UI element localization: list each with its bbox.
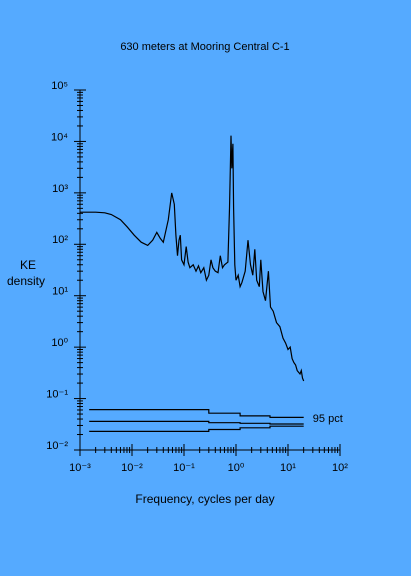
y-tick-label: 10²: [52, 234, 68, 246]
line: [89, 420, 304, 425]
y-tick-label: 10⁵: [51, 80, 68, 92]
annotation: 95 pct: [313, 413, 343, 425]
x-axis-label: Frequency, cycles per day: [135, 492, 274, 506]
line: [89, 409, 304, 418]
x-tick-label: 10⁻²: [121, 462, 143, 474]
y-axis-label: density: [7, 274, 45, 288]
x-tick-label: 10⁻¹: [173, 462, 195, 474]
y-tick-label: 10⁴: [51, 131, 68, 143]
y-tick-label: 10⁰: [51, 337, 68, 349]
x-tick-label: 10⁰: [228, 462, 245, 474]
y-tick-label: 10¹: [52, 286, 68, 298]
x-tick-label: 10⁻³: [69, 462, 91, 474]
y-tick-label: 10⁻²: [46, 440, 68, 452]
chart-title: 630 meters at Mooring Central C-1: [120, 41, 289, 53]
y-tick-label: 10⁻¹: [46, 388, 68, 400]
line: [80, 135, 305, 382]
line: [89, 425, 304, 432]
y-axis-label: KE: [20, 258, 36, 272]
x-tick-label: 10¹: [280, 462, 296, 474]
y-tick-label: 10³: [52, 183, 68, 195]
x-tick-label: 10²: [332, 462, 348, 474]
